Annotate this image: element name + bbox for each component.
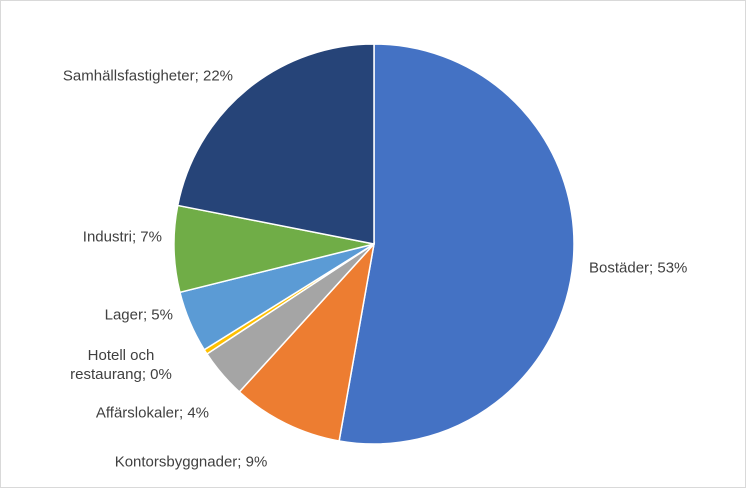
pie-slice	[238, 241, 376, 442]
data-label: Lager; 5%	[104, 306, 173, 324]
data-label: Hotell och restaurang; 0%	[70, 347, 172, 383]
data-label: Samhällsfastigheter; 22%	[62, 67, 233, 85]
data-label: Affärslokaler; 4%	[95, 404, 209, 422]
data-label: Bostäder; 53%	[589, 259, 688, 277]
pie-slice	[176, 43, 375, 245]
data-label: Industri; 7%	[82, 228, 162, 246]
pie-slice	[338, 43, 575, 445]
data-label: Kontorsbyggnader; 9%	[114, 453, 268, 471]
